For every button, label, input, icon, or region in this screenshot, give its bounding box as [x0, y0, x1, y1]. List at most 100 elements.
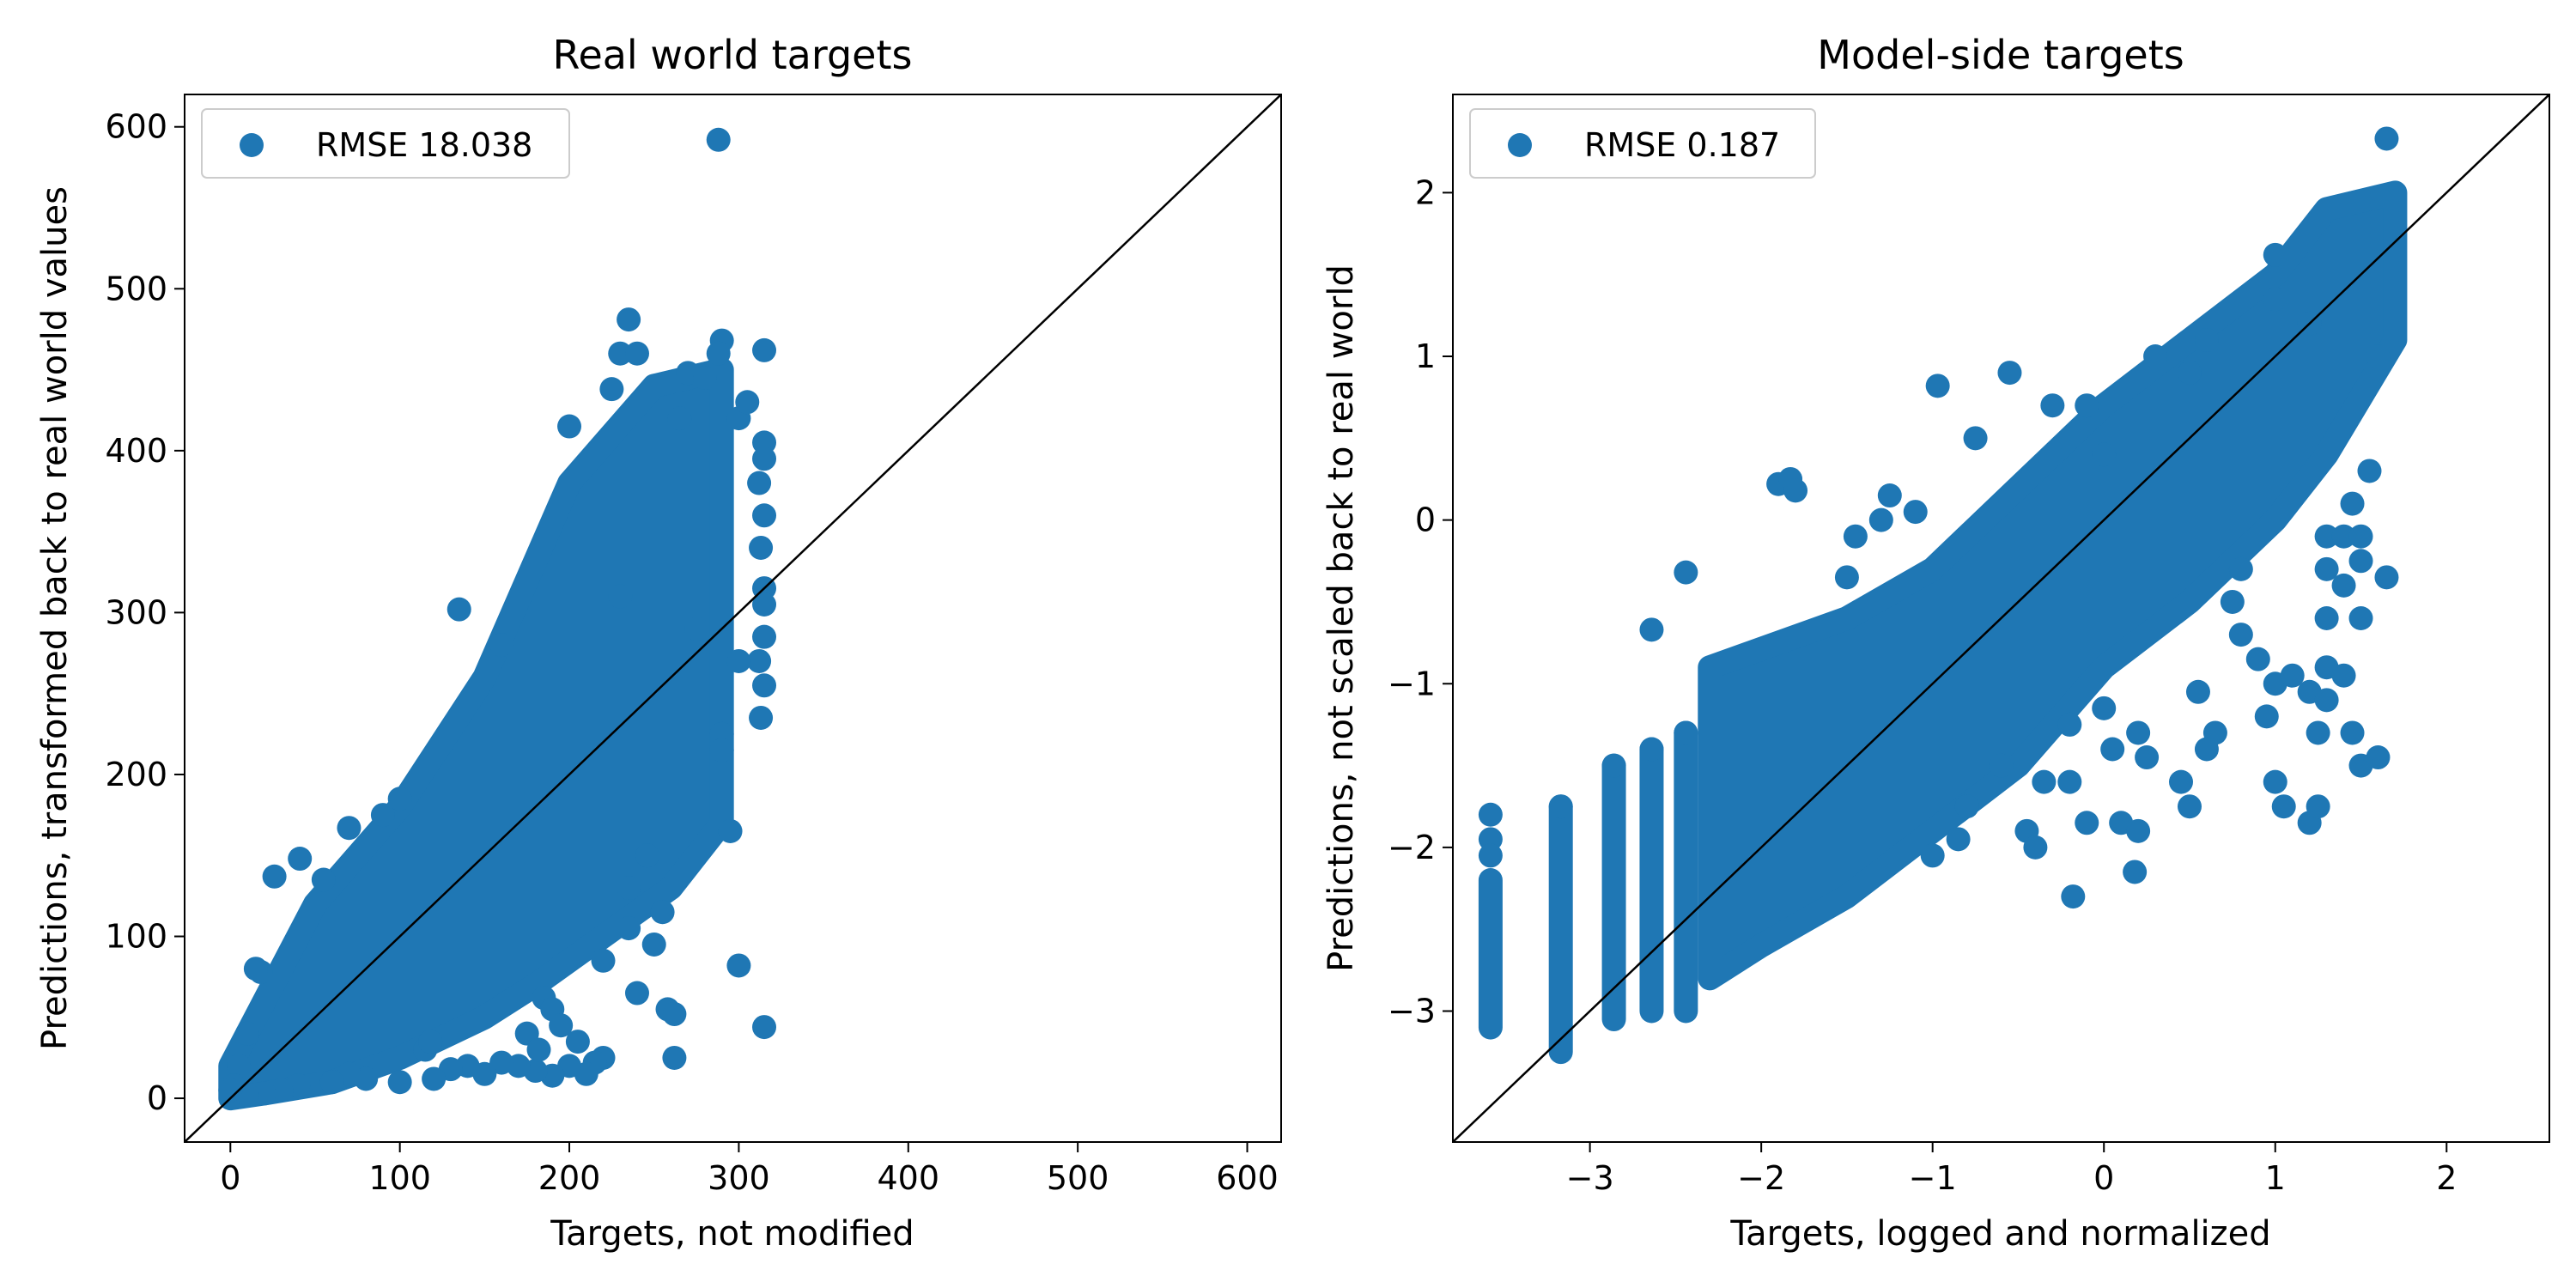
x-tick-label: 0	[2093, 1159, 2114, 1197]
scatter-point	[557, 414, 582, 439]
scatter-point	[387, 1070, 412, 1095]
scatter-point	[1989, 753, 2014, 778]
scatter-point	[2061, 884, 2086, 909]
scatter-point	[1925, 374, 1950, 398]
scatter-point	[1478, 802, 1503, 827]
x-tick-label: −2	[1737, 1159, 1785, 1197]
y-tick-label: 400	[105, 432, 167, 470]
legend-frame	[201, 108, 570, 179]
legend-marker	[240, 133, 264, 157]
scatter-point	[2271, 794, 2296, 819]
scatter-point	[706, 341, 731, 366]
x-tick-label: 100	[368, 1159, 431, 1197]
y-tick-label: 300	[105, 593, 167, 631]
scatter-point	[709, 738, 734, 762]
scatter-point	[2306, 794, 2330, 819]
y-tick-label: 500	[105, 270, 167, 307]
scatter-point	[2374, 565, 2399, 590]
scatter-point	[311, 867, 336, 892]
scatter-point	[692, 365, 717, 390]
y-axis-label: Predictions, transformed back to real wo…	[35, 186, 75, 1050]
scatter-point	[1601, 753, 1626, 778]
y-tick-label: 2	[1415, 173, 1436, 211]
y-axis-label: Predictions, not scaled back to real wor…	[1321, 264, 1361, 972]
scatter-point	[1920, 843, 1945, 868]
scatter-point	[1954, 794, 1979, 819]
y-tick-label: 1	[1415, 337, 1436, 375]
x-tick-label: −3	[1566, 1159, 1614, 1197]
scatter-point	[2185, 679, 2210, 704]
scatter-point	[617, 875, 641, 900]
scatter-point	[749, 705, 774, 730]
scatter-point	[752, 1015, 777, 1040]
scatter-point	[319, 1070, 344, 1095]
x-axis-label: Targets, not modified	[550, 1214, 914, 1254]
plot-area	[1453, 94, 2549, 1142]
scatter-point	[1877, 483, 1902, 508]
y-tick-label: −3	[1388, 993, 1436, 1030]
scatter-point	[1783, 478, 1808, 503]
identity-reference-line	[185, 94, 1281, 1142]
y-axis: −3 −2 −1 0 1 2	[1388, 173, 1453, 1030]
scatter-point	[635, 843, 659, 868]
scatter-point	[447, 597, 471, 622]
chart-title: Real world targets	[553, 32, 913, 78]
x-axis: 0 100 200 300 400 500 600	[220, 1142, 1279, 1197]
legend: RMSE 18.038	[201, 108, 570, 179]
y-tick-label: 200	[105, 756, 167, 793]
scatter-point	[2100, 737, 2125, 762]
scatter-point	[1868, 507, 1893, 532]
x-tick-label: 400	[878, 1159, 940, 1197]
scatter-point	[662, 1002, 687, 1027]
legend-label: RMSE 0.187	[1584, 126, 1780, 164]
subplot-model-side-targets: Model-side targets −3 −2 −1 0 1 2 −3 −2 −1 0 1 2 T…	[1321, 32, 2550, 1254]
scatter-point	[2374, 126, 2399, 151]
x-tick-label: 2	[2436, 1159, 2457, 1197]
scatter-point	[2228, 623, 2253, 647]
scatter-point	[2306, 720, 2330, 745]
scatter-point	[641, 932, 666, 957]
scatter-point	[2331, 663, 2356, 688]
scatter-point	[1478, 843, 1503, 868]
scatter-point	[1946, 827, 1971, 852]
scatter-point	[2314, 556, 2339, 581]
scatter-point	[752, 624, 777, 649]
identity-reference-line	[1453, 94, 2549, 1142]
legend: RMSE 0.187	[1469, 108, 1816, 179]
scatter-point	[2366, 344, 2391, 368]
scatter-point	[2032, 769, 2057, 794]
scatter-point	[624, 981, 649, 1005]
scatter-point	[243, 957, 268, 981]
scatter-point	[2092, 696, 2117, 720]
scatter-point	[2228, 556, 2253, 581]
scatter-point	[2348, 606, 2373, 630]
scatter-point	[1674, 560, 1698, 585]
scatter-point	[2331, 573, 2356, 598]
scatter-point	[489, 1050, 514, 1075]
scatter-point	[2092, 442, 2117, 467]
scatter-point	[526, 1037, 551, 1062]
x-tick-label: 500	[1047, 1159, 1109, 1197]
scatter-point	[2023, 835, 2048, 860]
scatter-point	[624, 341, 649, 366]
scatter-point	[752, 673, 777, 698]
y-tick-label: 100	[105, 918, 167, 956]
scatter-point	[2143, 344, 2168, 368]
scatter-point	[662, 1045, 687, 1070]
scatter-point	[218, 1078, 243, 1103]
scatter-point	[617, 307, 641, 332]
scatter-point	[747, 471, 772, 495]
scatter-point	[2348, 524, 2373, 549]
scatter-point	[2340, 491, 2365, 516]
scatter-point	[2169, 769, 2194, 794]
scatter-point	[650, 900, 675, 925]
scatter-point	[227, 1054, 252, 1078]
plot-area	[185, 94, 1281, 1142]
scatter-density-region	[1698, 180, 2408, 991]
scatter-point	[591, 948, 616, 973]
scatter-point	[489, 633, 514, 658]
legend-frame	[1469, 108, 1816, 179]
scatter-point	[752, 503, 777, 528]
